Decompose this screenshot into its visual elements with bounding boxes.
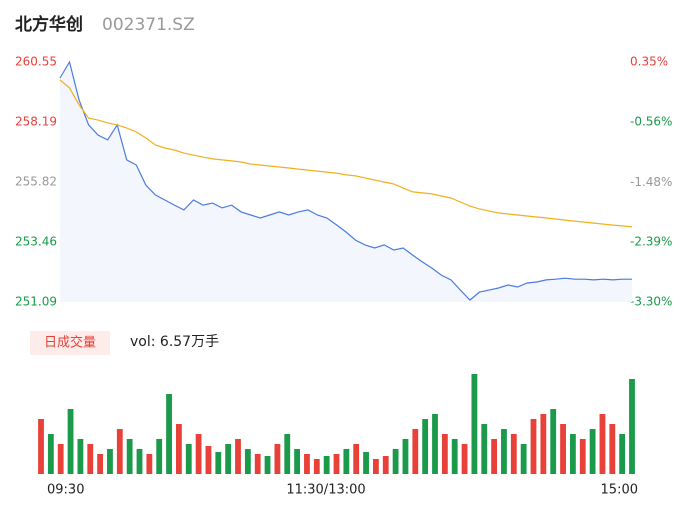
volume-bar [156, 439, 163, 474]
y-tick-label: 255.82 [15, 175, 57, 189]
volume-bar [461, 444, 468, 474]
volume-bar [372, 459, 379, 474]
volume-label: 日成交量 [44, 335, 96, 351]
volume-bar [550, 409, 557, 474]
volume-bar [501, 429, 507, 474]
volume-bar [579, 439, 586, 474]
volume-bar [235, 439, 241, 474]
x-tick-label: 15:00 [601, 483, 638, 498]
volume-bar [441, 434, 448, 474]
volume-bar [274, 444, 281, 474]
y2-tick-label: -3.30% [630, 295, 672, 309]
volume-bar [57, 444, 64, 474]
volume-bar [323, 456, 330, 474]
volume-bar [481, 424, 488, 474]
y2-tick-label: 0.35% [630, 55, 668, 69]
volume-bar [185, 444, 192, 474]
volume-bar [629, 379, 635, 474]
volume-bar [244, 449, 251, 474]
volume-bar [116, 429, 123, 474]
volume-bar [195, 434, 202, 474]
volume-bar [175, 424, 182, 474]
volume-bar [540, 414, 547, 474]
area-fill [60, 62, 632, 302]
y2-tick-label: -1.48% [630, 175, 672, 189]
volume-bar [353, 444, 360, 474]
volume-label-bg [30, 331, 110, 355]
volume-bar [569, 434, 576, 474]
price-line [59, 60, 632, 301]
volume-bar [471, 374, 478, 474]
volume-bar [333, 454, 340, 474]
volume-bar [530, 419, 537, 474]
volume-bar [225, 444, 232, 474]
stock-code: 002371.SZ [102, 15, 195, 35]
volume-bar [432, 414, 438, 474]
volume-bar [382, 456, 389, 474]
volume-bar [560, 424, 566, 474]
volume-bar [589, 429, 596, 474]
volume-bar [392, 449, 399, 474]
volume-bar [77, 439, 84, 474]
volume-bar [451, 439, 458, 474]
volume-bar [520, 444, 527, 474]
volume-bar [254, 454, 261, 474]
volume-bar [47, 434, 54, 474]
volume-bar [402, 439, 409, 474]
volume-bar [38, 419, 44, 474]
volume-bar [422, 419, 429, 474]
volume-bar [87, 444, 94, 474]
y-tick-label: 260.55 [15, 55, 57, 69]
volume-text: vol: 6.57万手 [130, 334, 219, 350]
volume-bar [67, 409, 74, 474]
volume-bar [599, 414, 606, 474]
volume-bar [510, 434, 517, 474]
volume-bar [166, 394, 172, 474]
y2-tick-label: -0.56% [630, 114, 672, 128]
x-tick-label: 09:30 [47, 483, 84, 498]
volume-bar [97, 454, 104, 474]
x-tick-label: 11:30/13:00 [286, 483, 365, 498]
price-line [59, 79, 633, 228]
volume-bar [363, 452, 369, 474]
volume-bar [146, 454, 153, 474]
volume-bar [205, 446, 212, 474]
volume-bar [609, 424, 616, 474]
volume-bar [343, 449, 350, 474]
y-tick-label: 258.19 [15, 114, 57, 128]
volume-bar [313, 459, 320, 474]
volume-bar [491, 439, 498, 474]
volume-bar [136, 449, 143, 474]
volume-bar [304, 454, 310, 474]
volume-bar [126, 439, 133, 474]
volume-bar [215, 452, 222, 474]
y-tick-label: 251.09 [15, 295, 57, 309]
volume-bar [284, 434, 291, 474]
volume-bar [619, 434, 626, 474]
volume-bar [412, 429, 419, 474]
volume-bar [294, 449, 301, 474]
y-tick-label: 253.46 [15, 234, 57, 248]
volume-bar [264, 456, 271, 474]
volume-bar [107, 449, 113, 474]
y2-tick-label: -2.39% [630, 235, 672, 249]
stock-name: 北方华创 [15, 14, 83, 35]
